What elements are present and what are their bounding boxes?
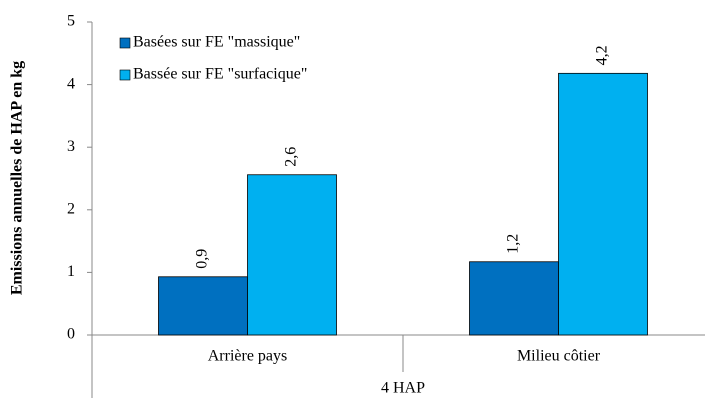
x-tick-label: Arrière pays (208, 348, 288, 365)
y-tick-label: 5 (67, 13, 75, 30)
x-tick-label: Milieu côtier (517, 348, 601, 365)
value-label: 1,2 (505, 234, 522, 254)
x-group-label: 4 HAP (381, 380, 425, 397)
bar (247, 174, 337, 336)
y-tick-label: 0 (67, 326, 75, 343)
y-tick-label: 1 (67, 263, 75, 280)
bar (469, 261, 559, 336)
y-tick-label: 2 (67, 200, 75, 217)
legend-label: Basées sur FE "massique" (133, 34, 300, 51)
legend-swatch (119, 69, 131, 81)
bar (158, 276, 248, 336)
value-label: 0,9 (194, 249, 211, 269)
value-label: 4,2 (594, 45, 611, 65)
legend-label: Bassée sur FE "surfacique" (133, 66, 307, 83)
y-tick-label: 4 (67, 75, 75, 92)
bar (558, 72, 648, 336)
y-axis-label: Emissions annuelles de HAP en kg (9, 61, 26, 295)
value-label: 2,6 (283, 147, 300, 167)
y-tick-label: 3 (67, 138, 75, 155)
legend-swatch (119, 37, 131, 49)
